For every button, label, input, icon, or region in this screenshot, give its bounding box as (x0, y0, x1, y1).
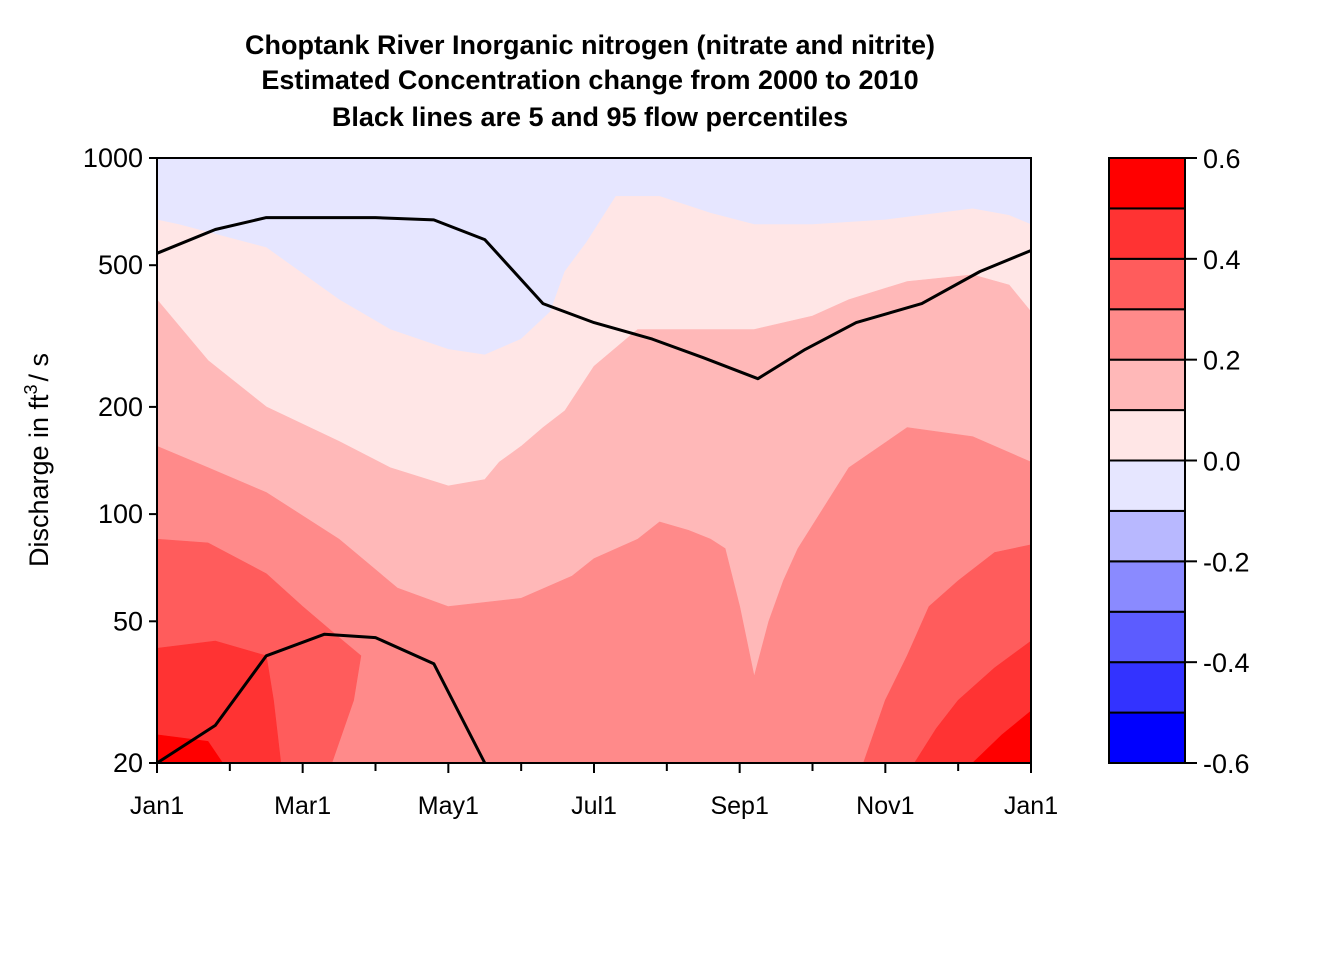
chart-title: Choptank River Inorganic nitrogen (nitra… (245, 30, 935, 132)
y-axis-label-suffix: / s (24, 353, 54, 382)
x-tick-label-0: Jan1 (130, 792, 184, 820)
y-tick-label-200: 200 (98, 392, 143, 422)
contour-region-10 (972, 710, 1031, 763)
colorbar-tick-label--0.6: -0.6 (1203, 749, 1250, 779)
colorbar-tick-label-0.6: 0.6 (1203, 144, 1241, 174)
colorbar-swatch-1 (1108, 661, 1186, 714)
x-tick-label-1: Mar1 (274, 792, 331, 820)
colorbar-swatch-8 (1108, 308, 1186, 361)
colorbar-swatch-4 (1108, 509, 1186, 563)
y-tick-label-100: 100 (98, 499, 143, 529)
y-axis-label-sup: 3 (21, 384, 41, 394)
contour-region-7 (157, 640, 282, 763)
colorbar-tick-label--0.2: -0.2 (1203, 547, 1250, 577)
colorbar-swatch-9 (1108, 257, 1186, 311)
y-tick-label-20: 20 (113, 748, 143, 778)
colorbar-tick-label-0.0: 0.0 (1203, 447, 1241, 477)
contour-region-4 (157, 427, 1031, 763)
title-line-2: Estimated Concentration change from 2000… (261, 65, 918, 95)
x-tick-label-5: Nov1 (856, 792, 914, 820)
colorbar-swatch-11 (1108, 157, 1186, 210)
y-axis: 20 50 100 200 500 1000 Discharge in ft3 / s (21, 143, 157, 778)
y-tick-label-1000: 1000 (83, 143, 143, 173)
colorbar-swatch-10 (1108, 207, 1186, 260)
contour-regions (157, 158, 1031, 763)
y-axis-label: Discharge in ft3 / s (21, 353, 54, 567)
percentile-lines (157, 216, 1031, 763)
x-tick-label-3: Jul1 (571, 792, 617, 820)
contour-region-8 (914, 640, 1031, 763)
y-tick-label-500: 500 (98, 250, 143, 280)
colorbar-swatch-5 (1108, 459, 1186, 512)
colorbar-tick-label--0.4: -0.4 (1203, 648, 1250, 678)
x-axis: Jan1 Mar1 May1 Jul1 Sep1 Nov1 Jan1 (130, 763, 1058, 820)
percentile-line-5 (157, 632, 487, 763)
colorbar: -0.6 -0.4 -0.2 0.0 0.2 0.4 0.6 (1108, 144, 1250, 779)
x-tick-label-2: May1 (418, 792, 479, 820)
y-axis-label-prefix: Discharge in ft (24, 394, 54, 567)
x-tick-label-4: Sep1 (710, 792, 768, 820)
plot-area (156, 157, 1032, 764)
percentile-line-95 (157, 216, 1031, 381)
colorbar-swatch-0 (1108, 711, 1186, 764)
title-line-3: Black lines are 5 and 95 flow percentile… (332, 102, 848, 132)
y-tick-label-50: 50 (113, 606, 143, 636)
title-line-1: Choptank River Inorganic nitrogen (nitra… (245, 30, 935, 60)
colorbar-swatch-3 (1108, 560, 1186, 613)
x-tick-label-6: Jan1 (1004, 792, 1058, 820)
colorbar-swatch-6 (1108, 409, 1186, 462)
colorbar-swatch-2 (1108, 610, 1186, 664)
colorbar-swatch-7 (1108, 358, 1186, 412)
colorbar-tick-label-0.4: 0.4 (1203, 245, 1241, 275)
contour-region-9 (157, 734, 223, 763)
colorbar-tick-label-0.2: 0.2 (1203, 346, 1241, 376)
